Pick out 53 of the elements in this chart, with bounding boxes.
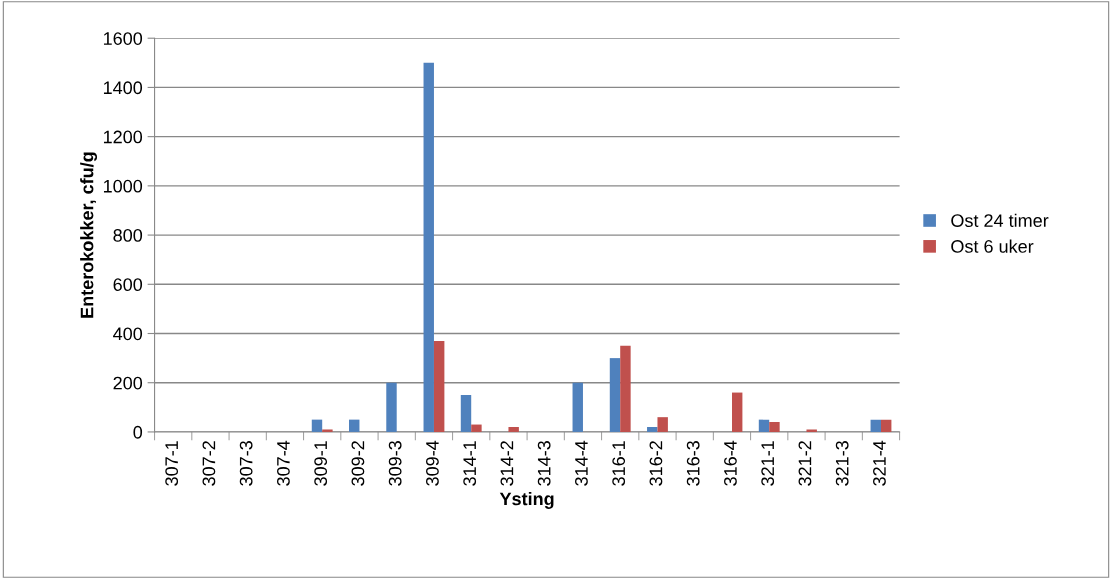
x-tick-label: 316-3: [686, 441, 700, 486]
x-tick-label: 314-4: [575, 440, 588, 486]
y-tick-label: 600: [113, 278, 143, 292]
bar: [647, 427, 658, 432]
y-axis-title: Enterokokker, cfu/g: [80, 152, 98, 318]
x-tick-label: 309-1: [314, 441, 328, 486]
bar: [386, 382, 397, 432]
y-tick-label: 1600: [103, 32, 143, 45]
x-tick-label: 309-3: [388, 441, 402, 486]
x-tick-label: 321-2: [798, 441, 812, 486]
bar: [731, 392, 743, 432]
bar: [508, 427, 519, 432]
x-tick-label: 321-1: [761, 441, 775, 486]
bar: [423, 62, 434, 432]
bar: [460, 395, 472, 432]
y-tick-label: 800: [113, 229, 143, 242]
x-tick-label: 314-2: [500, 441, 514, 486]
bar: [870, 419, 881, 432]
x-tick-label: 316-1: [612, 441, 626, 486]
bar: [609, 358, 621, 432]
bar: [433, 340, 445, 432]
bar: [769, 422, 780, 432]
bar: [349, 419, 360, 432]
x-tick-label: 314-3: [537, 441, 551, 486]
bar: [572, 382, 583, 432]
x-tick-label: 307-2: [202, 441, 216, 486]
x-tick-label: 309-4: [426, 440, 439, 486]
x-tick-label: 316-4: [724, 440, 737, 486]
legend-label: Ost 6 uker: [951, 239, 1034, 253]
bar: [806, 429, 817, 432]
x-tick-label: 321-3: [835, 441, 849, 486]
bar: [657, 417, 668, 432]
bar: [322, 429, 333, 432]
legend-label: Ost 24 timer: [951, 213, 1049, 227]
y-tick-label: 1200: [103, 130, 143, 144]
x-tick-label: 314-1: [463, 441, 477, 486]
x-axis-title: Ysting: [499, 492, 554, 509]
y-tick-label: 200: [113, 376, 143, 390]
x-tick-label: 309-2: [351, 441, 365, 486]
bar: [620, 345, 631, 432]
bar: [880, 419, 892, 432]
x-tick-label: 321-4: [873, 440, 886, 486]
x-tick-label: 316-2: [649, 441, 663, 486]
x-tick-label: 307-4: [277, 440, 290, 486]
y-tick-label: 1400: [103, 81, 143, 95]
x-tick-label: 307-3: [239, 441, 253, 486]
bar: [311, 419, 323, 432]
y-tick-label: 1000: [103, 179, 143, 193]
x-tick-label: 307-1: [165, 441, 179, 486]
y-tick-label: 0: [133, 425, 143, 439]
y-tick-label: 400: [113, 327, 143, 341]
bar: [471, 424, 482, 432]
bar: [758, 419, 770, 432]
